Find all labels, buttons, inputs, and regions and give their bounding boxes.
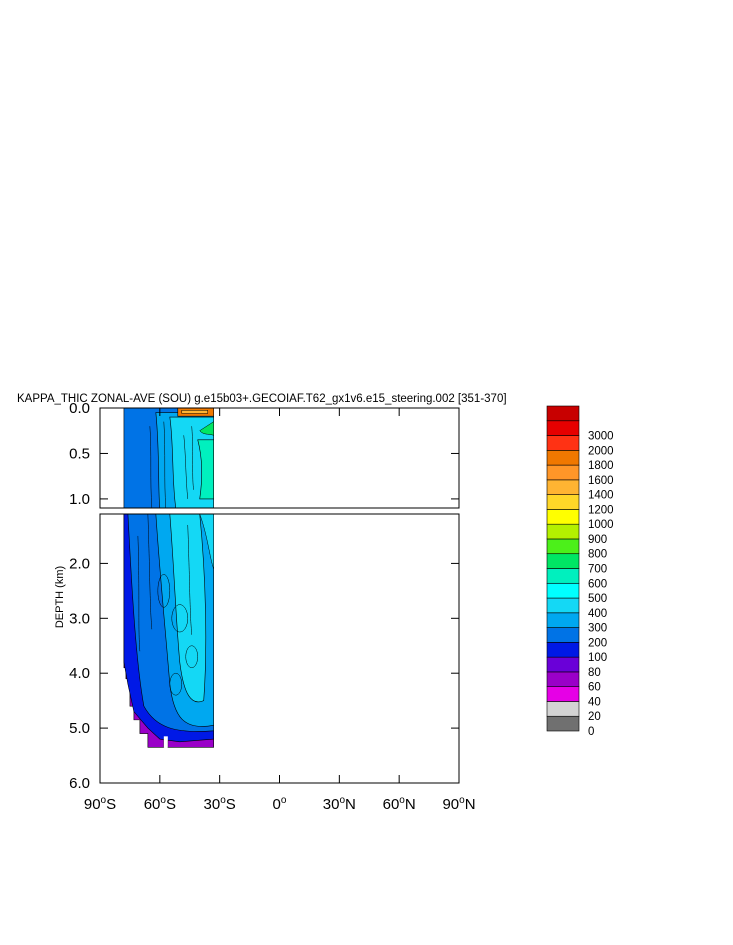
colorbar-label: 20 — [588, 711, 601, 723]
colorbar-label: 600 — [588, 578, 607, 590]
y-tick-label: 0.0 — [69, 400, 90, 417]
colorbar-label: 300 — [588, 623, 607, 635]
field-surface-warm — [181, 410, 208, 414]
colorbar-label: 1800 — [588, 460, 614, 472]
chart-title: KAPPA_THIC ZONAL-AVE (SOU) g.e15b03+.GEC… — [17, 393, 507, 405]
contour-line-upper — [183, 435, 189, 499]
colorbar-box — [546, 523, 580, 540]
colorbar-box — [546, 450, 580, 466]
colorbar-box — [546, 642, 580, 658]
field-core-east — [199, 514, 214, 569]
colorbar-label: 80 — [588, 667, 601, 679]
contour-line-upper — [163, 421, 167, 508]
y-tick-label: 4.0 — [69, 665, 90, 682]
field-notch — [163, 736, 168, 748]
colorbar-label: 1000 — [588, 519, 614, 531]
colorbar-box — [546, 627, 580, 643]
colorbar-label: 400 — [588, 608, 607, 620]
colorbar-label: 2000 — [588, 445, 614, 457]
colorbar-box — [546, 701, 580, 717]
x-tick-label: 0o — [273, 795, 287, 813]
contour-blob — [185, 645, 198, 668]
x-axis: 90oS 60oS 30oS 0o 30oN 60oN 90oN — [84, 408, 476, 813]
contour-blob — [171, 604, 189, 633]
y-tick-label: 3.0 — [69, 610, 90, 627]
colorbar-box — [546, 582, 580, 599]
x-tick-label: 90oS — [84, 795, 116, 813]
colorbar-label: 800 — [588, 549, 607, 561]
colorbar-box — [546, 553, 580, 569]
y-tick-label: 6.0 — [69, 775, 90, 792]
colorbar-label: 500 — [588, 593, 607, 605]
colorbar-label: 3000 — [588, 431, 614, 443]
colorbar-label: 60 — [588, 682, 601, 694]
x-tick-label: 60oS — [144, 795, 176, 813]
contour-line-lower — [187, 524, 192, 635]
y-tick-label: 1.0 — [69, 491, 90, 508]
x-tick-label: 30oS — [204, 795, 236, 813]
colorbar-box — [546, 464, 580, 481]
y-tick-label: 0.5 — [69, 445, 90, 462]
colorbar-label: 100 — [588, 652, 607, 664]
colorbar-label: 200 — [588, 637, 607, 649]
field-upper-core — [197, 439, 214, 500]
field-surface-green — [199, 421, 214, 436]
colorbar-label: 1200 — [588, 504, 614, 516]
colorbar: 0 20 40 60 80 100 200 300 400 500 600 700 800 900 1000… — [546, 405, 614, 738]
contour-blob — [157, 574, 171, 608]
y-tick-label: 5.0 — [69, 720, 90, 737]
y-tick-label: 2.0 — [69, 555, 90, 572]
colorbar-box — [546, 479, 580, 495]
colorbar-label: 900 — [588, 534, 607, 546]
colorbar-box — [546, 509, 580, 525]
x-tick-label: 60oN — [383, 795, 416, 813]
colorbar-label: 1400 — [588, 490, 614, 502]
colorbar-box — [546, 597, 580, 614]
colorbar-box — [546, 435, 580, 451]
colorbar-label: 40 — [588, 697, 601, 709]
contour-line-upper — [191, 426, 194, 490]
colorbar-box — [546, 494, 580, 510]
contour-line-upper — [149, 426, 153, 508]
colorbar-box — [546, 671, 580, 687]
contour-line-lower — [147, 514, 153, 630]
colorbar-box — [546, 568, 580, 584]
colorbar-box — [546, 538, 580, 555]
field-core-lower — [169, 514, 207, 703]
colorbar-label: 1600 — [588, 475, 614, 487]
colorbar-box — [546, 656, 580, 673]
y-axis-label: DEPTH (km) — [54, 566, 66, 628]
colorbar-label: 0 — [588, 726, 594, 738]
plot-area — [99, 407, 460, 784]
upper-panel-field — [123, 408, 214, 508]
y-axis: 0.0 0.5 1.0 2.0 3.0 4.0 5.0 6.0 — [69, 400, 459, 792]
x-tick-label: 90oN — [442, 795, 475, 813]
colorbar-box — [546, 715, 580, 732]
colorbar-label: 700 — [588, 564, 607, 576]
colorbar-box — [546, 686, 580, 702]
x-tick-label: 30oN — [323, 795, 356, 813]
colorbar-box — [546, 420, 580, 436]
lower-panel-field — [123, 514, 214, 748]
contour-blob — [169, 672, 183, 696]
colorbar-box — [546, 405, 580, 422]
colorbar-box — [546, 612, 580, 628]
contour-line-lower — [137, 535, 141, 652]
